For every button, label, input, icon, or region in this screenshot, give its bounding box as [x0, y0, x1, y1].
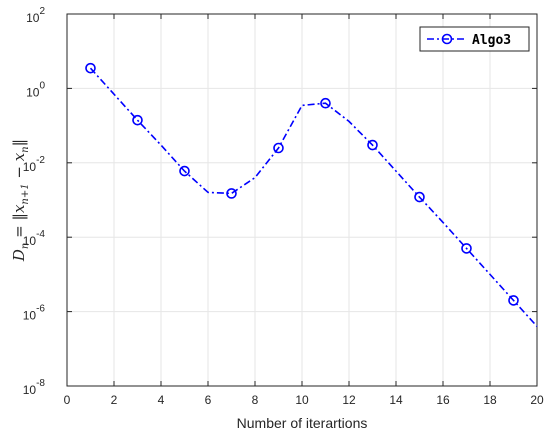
data-point-marker [273, 142, 284, 154]
y-tick-label: 10-2 [23, 155, 46, 174]
x-axis-label: Number of iterartions [237, 415, 368, 431]
legend-label: Algo3 [472, 33, 511, 48]
data-point-marker [320, 97, 331, 109]
legend-marker-circle [441, 33, 453, 45]
data-point-marker [226, 188, 237, 199]
x-tick-label: 10 [295, 393, 309, 407]
y-axis-label: Dn = ‖xn+1 − xn‖ [10, 139, 31, 262]
x-tick-label: 12 [342, 393, 356, 407]
x-tick-label: 20 [530, 393, 544, 407]
data-point-marker [414, 191, 425, 203]
data-point-marker [508, 295, 519, 306]
y-axis-ticks: 102 100 10-2 10-4 10-6 10-8 [23, 6, 537, 397]
data-point-marker [85, 62, 96, 74]
x-tick-label: 2 [111, 393, 118, 407]
data-point-marker [179, 165, 190, 177]
x-tick-label: 14 [389, 393, 403, 407]
y-tick-label: 100 [26, 80, 45, 99]
series-line-algo3 [89, 67, 538, 327]
data-point-marker [367, 139, 378, 151]
x-tick-label: 6 [205, 393, 212, 407]
x-axis-ticks: 0 2 4 6 8 10 12 14 16 18 20 [64, 14, 544, 407]
x-tick-label: 18 [483, 393, 497, 407]
x-tick-label: 0 [64, 393, 71, 407]
data-point-marker [461, 243, 472, 254]
y-tick-label: 10-4 [23, 229, 46, 248]
y-tick-label: 10-6 [23, 304, 46, 323]
grid [66, 13, 538, 387]
x-tick-label: 16 [436, 393, 450, 407]
y-tick-label: 10-8 [23, 378, 46, 397]
x-tick-label: 8 [252, 393, 259, 407]
data-point-marker [132, 114, 143, 126]
series-group [85, 62, 538, 327]
y-tick-label: 102 [26, 6, 45, 25]
legend: Algo3 [419, 26, 530, 52]
x-tick-label: 4 [158, 393, 165, 407]
